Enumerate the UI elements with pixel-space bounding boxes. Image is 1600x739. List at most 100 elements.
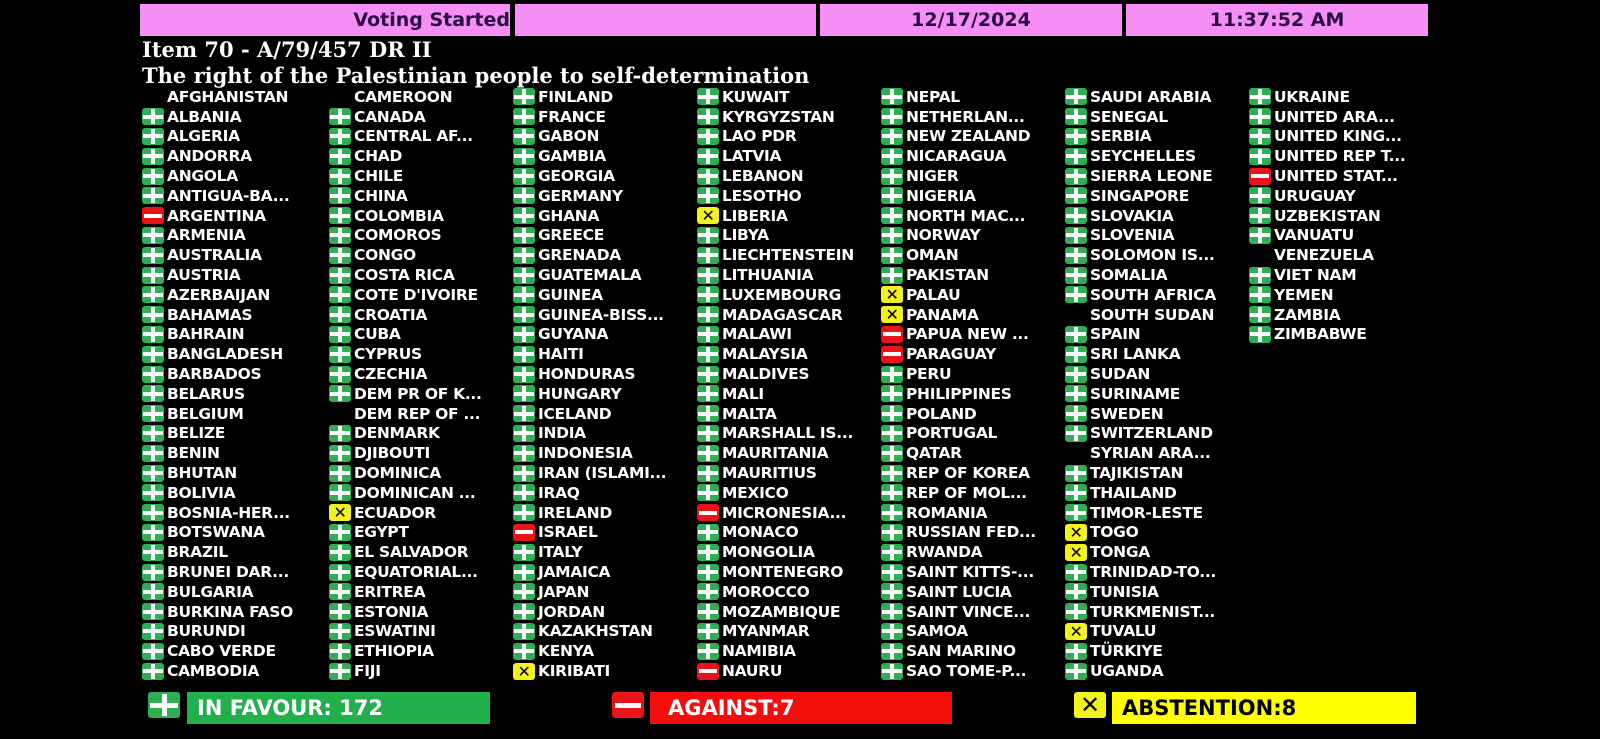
country-name: TÜRKIYE	[1090, 642, 1163, 661]
plus-icon	[142, 226, 164, 244]
country-row: SAINT KITTS-...	[881, 562, 1036, 582]
country-name: REP OF MOL...	[906, 483, 1027, 502]
plus-icon	[881, 385, 903, 403]
country-name: GUINEA-BISS...	[538, 305, 664, 324]
country-name: GUINEA	[538, 285, 603, 304]
country-row: ZAMBIA	[1249, 305, 1405, 325]
plus-icon	[697, 424, 719, 442]
plus-icon	[1065, 365, 1087, 383]
plus-icon	[1065, 88, 1087, 106]
country-name: GHANA	[538, 206, 600, 225]
country-row: CAMEROON	[329, 87, 482, 107]
plus-icon	[513, 464, 535, 482]
country-row: LITHUANIA	[697, 265, 854, 285]
plus-icon	[1065, 642, 1087, 660]
country-row: LATVIA	[697, 146, 854, 166]
country-name: AUSTRALIA	[167, 246, 262, 265]
country-row: ITALY	[513, 542, 666, 562]
country-name: LIECHTENSTEIN	[722, 246, 854, 265]
country-name: SOUTH AFRICA	[1090, 285, 1216, 304]
country-name: TRINIDAD-TO...	[1090, 563, 1217, 582]
country-row: FINLAND	[513, 87, 666, 107]
x-icon: ✕	[881, 286, 903, 304]
country-name: VANUATU	[1274, 226, 1354, 245]
country-name: BAHRAIN	[167, 325, 245, 344]
plus-icon	[697, 266, 719, 284]
plus-icon	[1065, 504, 1087, 522]
country-row: ✕ PALAU	[881, 285, 1036, 305]
x-icon: ✕	[1074, 692, 1106, 718]
country-name: SWEDEN	[1090, 404, 1164, 423]
country-name: BOSNIA-HER...	[167, 503, 290, 522]
country-row: SURINAME	[1065, 384, 1216, 404]
country-name: ICELAND	[538, 404, 612, 423]
country-row: YEMEN	[1249, 285, 1405, 305]
country-name: ETHIOPIA	[354, 642, 434, 661]
country-row: SOUTH SUDAN	[1065, 305, 1216, 325]
country-row: LEBANON	[697, 166, 854, 186]
plus-icon	[329, 464, 351, 482]
country-name: TUNISIA	[1090, 582, 1159, 601]
country-name: DEM REP OF ...	[354, 404, 481, 423]
plus-icon	[513, 603, 535, 621]
plus-icon	[697, 484, 719, 502]
plus-icon	[881, 563, 903, 581]
country-name: DOMINICAN ...	[354, 483, 476, 502]
plus-icon	[329, 583, 351, 601]
country-name: ROMANIA	[906, 503, 988, 522]
plus-icon	[329, 286, 351, 304]
plus-icon	[148, 692, 180, 718]
plus-icon	[513, 365, 535, 383]
plus-icon	[881, 622, 903, 640]
country-row: UNITED KING...	[1249, 127, 1405, 147]
country-row: MYANMAR	[697, 622, 854, 642]
country-row: SAN MARINO	[881, 641, 1036, 661]
country-row: ✕ LIBERIA	[697, 206, 854, 226]
country-name: CONGO	[354, 246, 416, 265]
country-name: VENEZUELA	[1274, 246, 1374, 265]
country-name: PALAU	[906, 285, 961, 304]
country-name: SRI LANKA	[1090, 345, 1181, 364]
plus-icon	[1065, 424, 1087, 442]
plus-icon	[142, 286, 164, 304]
country-name: COSTA RICA	[354, 266, 455, 285]
country-name: SOMALIA	[1090, 266, 1168, 285]
country-name: SAO TOME-P...	[906, 662, 1027, 680]
plus-icon	[1249, 127, 1271, 145]
country-row: URUGUAY	[1249, 186, 1405, 206]
plus-icon	[1065, 207, 1087, 225]
country-name: ANDORRA	[167, 147, 252, 166]
plus-icon	[329, 622, 351, 640]
country-name: REP OF KOREA	[906, 464, 1030, 483]
country-name: ECUADOR	[354, 503, 436, 522]
country-row: ANTIGUA-BA...	[142, 186, 293, 206]
plus-icon	[329, 306, 351, 324]
x-icon: ✕	[697, 207, 719, 225]
plus-icon	[513, 88, 535, 106]
country-row: COSTA RICA	[329, 265, 482, 285]
country-name: LESOTHO	[722, 186, 802, 205]
plus-icon	[881, 583, 903, 601]
country-row: POLAND	[881, 404, 1036, 424]
plus-icon	[513, 583, 535, 601]
country-name: SLOVENIA	[1090, 226, 1175, 245]
minus-icon	[1249, 167, 1271, 185]
country-row: UGANDA	[1065, 661, 1216, 681]
x-icon: ✕	[881, 306, 903, 324]
x-icon: ✕	[1065, 543, 1087, 561]
plus-icon	[142, 108, 164, 126]
country-name: BELIZE	[167, 424, 226, 443]
plus-icon	[513, 147, 535, 165]
country-name: SLOVAKIA	[1090, 206, 1174, 225]
country-name: ESWATINI	[354, 622, 436, 641]
country-name: IRAN (ISLAMI...	[538, 464, 667, 483]
plus-icon	[1065, 464, 1087, 482]
country-name: GAMBIA	[538, 147, 606, 166]
country-row: PARAGUAY	[881, 344, 1036, 364]
plus-icon	[329, 484, 351, 502]
plus-icon	[697, 444, 719, 462]
country-row: RWANDA	[881, 542, 1036, 562]
country-name: SURINAME	[1090, 384, 1181, 403]
plus-icon	[1065, 286, 1087, 304]
plus-icon	[697, 523, 719, 541]
